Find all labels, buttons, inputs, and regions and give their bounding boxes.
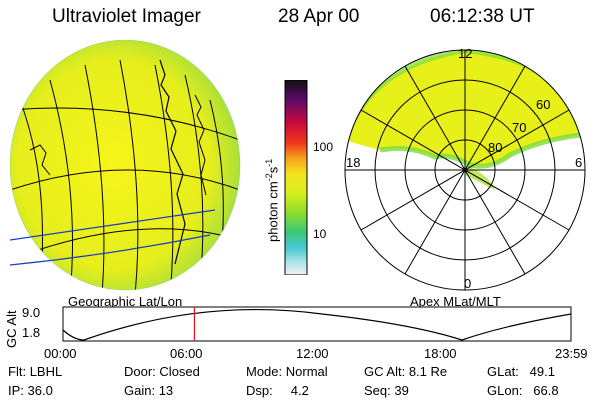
- globe-disk: [10, 40, 240, 290]
- time-tick-2359: 23:59: [555, 346, 588, 361]
- altitude-axis-title: GC Alt: [4, 310, 19, 348]
- status-dsp: Dsp: 4.2: [246, 383, 309, 398]
- orbit-altitude-curve: [62, 309, 572, 341]
- colorbar-tick-10: 10: [313, 227, 327, 241]
- status-seq: Seq: 39: [364, 383, 409, 398]
- colorbar-tick-100: 100: [313, 140, 334, 154]
- time-tick-1200: 12:00: [296, 346, 329, 361]
- altitude-ymin: 1.8: [22, 325, 41, 340]
- altitude-timeline: [62, 306, 572, 342]
- status-filter: Flt: LBHL: [8, 364, 63, 379]
- status-glon: GLon: 66.8: [487, 383, 559, 398]
- polar-mlat-mlt-plot: [344, 49, 586, 291]
- status-mode: Mode: Normal: [246, 364, 328, 379]
- observation-date: 28 Apr 00: [278, 6, 360, 27]
- status-ip: IP: 36.0: [8, 383, 53, 398]
- status-gain: Gain: 13: [124, 383, 174, 398]
- left-panel-label: Geographic Lat/Lon: [68, 294, 183, 309]
- mlat-label-70: 70: [512, 120, 527, 135]
- time-tick-1800: 18:00: [424, 346, 457, 361]
- altitude-ymax: 9.0: [22, 305, 41, 320]
- mlt-label-18: 18: [346, 155, 361, 170]
- geographic-globe-panel: [10, 40, 241, 291]
- mlt-label-6: 6: [575, 155, 583, 170]
- time-tick-0000: 00:00: [44, 346, 77, 361]
- mlat-label-60: 60: [536, 97, 551, 112]
- colorbar: [284, 80, 308, 275]
- mlat-label-80: 80: [488, 140, 503, 155]
- mlt-label-0: 0: [464, 276, 472, 291]
- right-panel-label: Apex MLat/MLT: [410, 294, 501, 309]
- mlt-label-12: 12: [458, 46, 473, 61]
- status-door: Door: Closed: [124, 364, 200, 379]
- observation-time: 06:12:38 UT: [430, 6, 535, 27]
- status-glat: GLat: 49.1: [487, 364, 555, 379]
- status-gc-alt: GC Alt: 8.1 Re: [364, 364, 448, 379]
- colorbar-unit-label: photon cm-2s-1: [264, 158, 281, 242]
- time-tick-0600: 06:00: [170, 346, 203, 361]
- instrument-title: Ultraviolet Imager: [52, 6, 201, 27]
